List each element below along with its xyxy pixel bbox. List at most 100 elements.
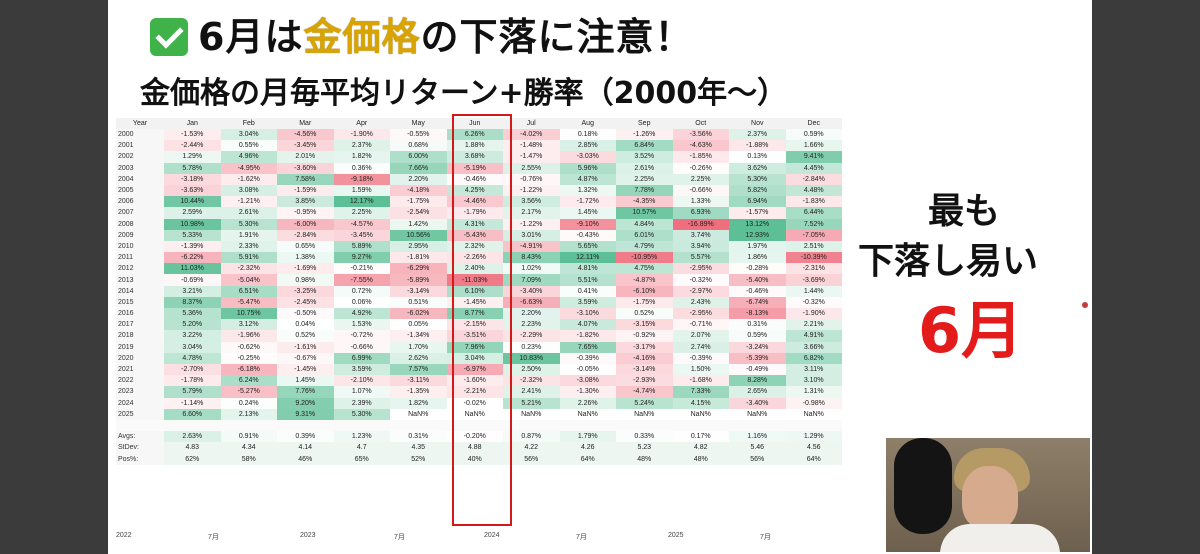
- column-header-month: Apr: [333, 118, 390, 129]
- stat-value-cell: 2.63%: [164, 431, 221, 443]
- stat-value-cell: 52%: [390, 453, 447, 465]
- return-cell: -0.25%: [220, 352, 277, 364]
- column-header-month: Nov: [729, 118, 786, 129]
- return-cell: 11.03%: [164, 263, 221, 275]
- return-cell: -3.03%: [559, 151, 616, 163]
- return-cell: 1.02%: [503, 263, 560, 275]
- return-cell: 2.17%: [503, 207, 560, 219]
- return-cell: 5.96%: [559, 162, 616, 174]
- return-cell: 6.01%: [616, 229, 673, 241]
- return-cell: -5.47%: [220, 296, 277, 308]
- return-cell: -1.85%: [672, 151, 729, 163]
- return-cell: 10.44%: [164, 196, 221, 208]
- return-cell: 12.17%: [333, 196, 390, 208]
- return-cell: -2.54%: [390, 207, 447, 219]
- return-cell: 8.77%: [446, 308, 503, 320]
- return-cell: -5.39%: [729, 352, 786, 364]
- year-cell: 2018: [116, 330, 164, 342]
- return-cell: -1.48%: [503, 140, 560, 152]
- return-cell: 0.05%: [390, 319, 447, 331]
- table-row: 2002 1.29% 4.96% 2.01% 1.82% 6.00% 3.68% -1.47%…: [116, 151, 842, 163]
- return-cell: -5.04%: [220, 274, 277, 286]
- axis-label: 2024: [484, 532, 500, 539]
- return-cell: 7.57%: [390, 363, 447, 376]
- table-row: 2000 -1.53% 3.04% -4.56% -1.90% -0.55% 6.26% -4…: [116, 129, 842, 141]
- return-cell: 0.41%: [559, 285, 616, 297]
- stat-value-cell: 4.82: [672, 442, 729, 454]
- return-cell: 6.24%: [220, 375, 277, 387]
- year-cell: 2001: [116, 140, 164, 152]
- return-cell: 1.59%: [333, 184, 390, 197]
- year-cell: 2019: [116, 341, 164, 353]
- return-cell: NaN%: [616, 408, 673, 420]
- table-row: 2023 5.79% -5.27% 7.76% 1.07% -1.35% -2.21% 2.4…: [116, 386, 842, 398]
- return-cell: -5.40%: [729, 274, 786, 286]
- table-row: 2009 5.33% 1.91% -2.84% -3.45% 10.56% -5.43% 3.…: [116, 229, 842, 241]
- return-cell: 0.36%: [333, 162, 390, 174]
- stats-row: Avgs: 2.63% 0.91% 0.39% 1.23% 0.31% -0.20% 0.87…: [116, 431, 842, 443]
- return-cell: 10.56%: [390, 229, 447, 241]
- return-cell: -1.90%: [785, 308, 842, 320]
- return-cell: -2.44%: [164, 140, 221, 152]
- table-row: 2022 -1.78% 6.24% 1.45% -2.10% -3.11% -1.60% -2…: [116, 375, 842, 387]
- stat-value-cell: 64%: [785, 453, 842, 465]
- return-cell: -1.45%: [446, 296, 503, 308]
- return-cell: -3.25%: [277, 285, 334, 297]
- axis-label: 2023: [300, 532, 316, 539]
- return-cell: 1.33%: [672, 196, 729, 208]
- return-cell: 2.37%: [729, 129, 786, 141]
- column-header-month: Sep: [616, 118, 673, 129]
- table-row: 2018 3.22% -1.96% 0.52% -0.72% -1.34% -3.51% -2…: [116, 330, 842, 342]
- return-cell: 1.50%: [672, 363, 729, 376]
- return-cell: 0.24%: [220, 397, 277, 409]
- stat-value-cell: 0.31%: [390, 431, 447, 443]
- return-cell: -0.46%: [729, 285, 786, 297]
- return-cell: 4.07%: [559, 319, 616, 331]
- year-cell: 2012: [116, 263, 164, 275]
- return-cell: 4.31%: [446, 218, 503, 230]
- table-row: 2013 -0.69% -5.04% 0.98% -7.55% -5.89% -11.03%…: [116, 274, 842, 286]
- return-cell: -1.79%: [446, 207, 503, 219]
- stat-value-cell: 1.16%: [729, 431, 786, 443]
- return-cell: 5.51%: [559, 274, 616, 286]
- return-cell: 1.82%: [390, 397, 447, 409]
- return-cell: 3.04%: [164, 341, 221, 353]
- return-cell: -16.89%: [672, 218, 729, 230]
- return-cell: 2.21%: [785, 319, 842, 331]
- column-header-month: Aug: [559, 118, 616, 129]
- return-cell: -1.35%: [390, 386, 447, 398]
- table-row: 2005 -3.63% 3.08% -1.59% 1.59% -4.18% 4.25% -1.…: [116, 184, 842, 197]
- return-cell: 6.94%: [729, 196, 786, 208]
- return-cell: 2.25%: [333, 207, 390, 219]
- return-cell: -3.60%: [277, 162, 334, 174]
- return-cell: NaN%: [559, 408, 616, 420]
- year-cell: 2021: [116, 363, 164, 376]
- return-cell: 6.26%: [446, 129, 503, 141]
- column-header-month: Oct: [672, 118, 729, 129]
- stat-label-cell: StDev:: [116, 442, 164, 454]
- return-cell: -1.39%: [164, 240, 221, 253]
- return-cell: 2.50%: [503, 363, 560, 376]
- return-cell: 2.40%: [446, 263, 503, 275]
- return-cell: -1.82%: [559, 330, 616, 342]
- return-cell: -0.26%: [672, 162, 729, 174]
- return-cell: -3.40%: [503, 285, 560, 297]
- table-row: 2012 11.03% -2.32% -1.69% -0.21% -6.29% 2.40% 1…: [116, 263, 842, 275]
- return-cell: -4.56%: [277, 129, 334, 141]
- return-cell: 5.21%: [503, 397, 560, 409]
- presenter-body: [940, 524, 1060, 552]
- return-cell: -3.45%: [333, 229, 390, 241]
- return-cell: 3.04%: [220, 129, 277, 141]
- return-cell: 3.21%: [164, 285, 221, 297]
- return-cell: -0.95%: [277, 207, 334, 219]
- return-cell: -3.11%: [390, 375, 447, 387]
- year-cell: 2017: [116, 319, 164, 331]
- return-cell: 0.23%: [503, 341, 560, 353]
- return-cell: 1.53%: [333, 319, 390, 331]
- return-cell: -5.27%: [220, 386, 277, 398]
- return-cell: -10.95%: [616, 252, 673, 264]
- return-cell: NaN%: [729, 408, 786, 420]
- return-cell: 5.33%: [164, 229, 221, 241]
- stat-value-cell: 56%: [503, 453, 560, 465]
- return-cell: 4.96%: [220, 151, 277, 163]
